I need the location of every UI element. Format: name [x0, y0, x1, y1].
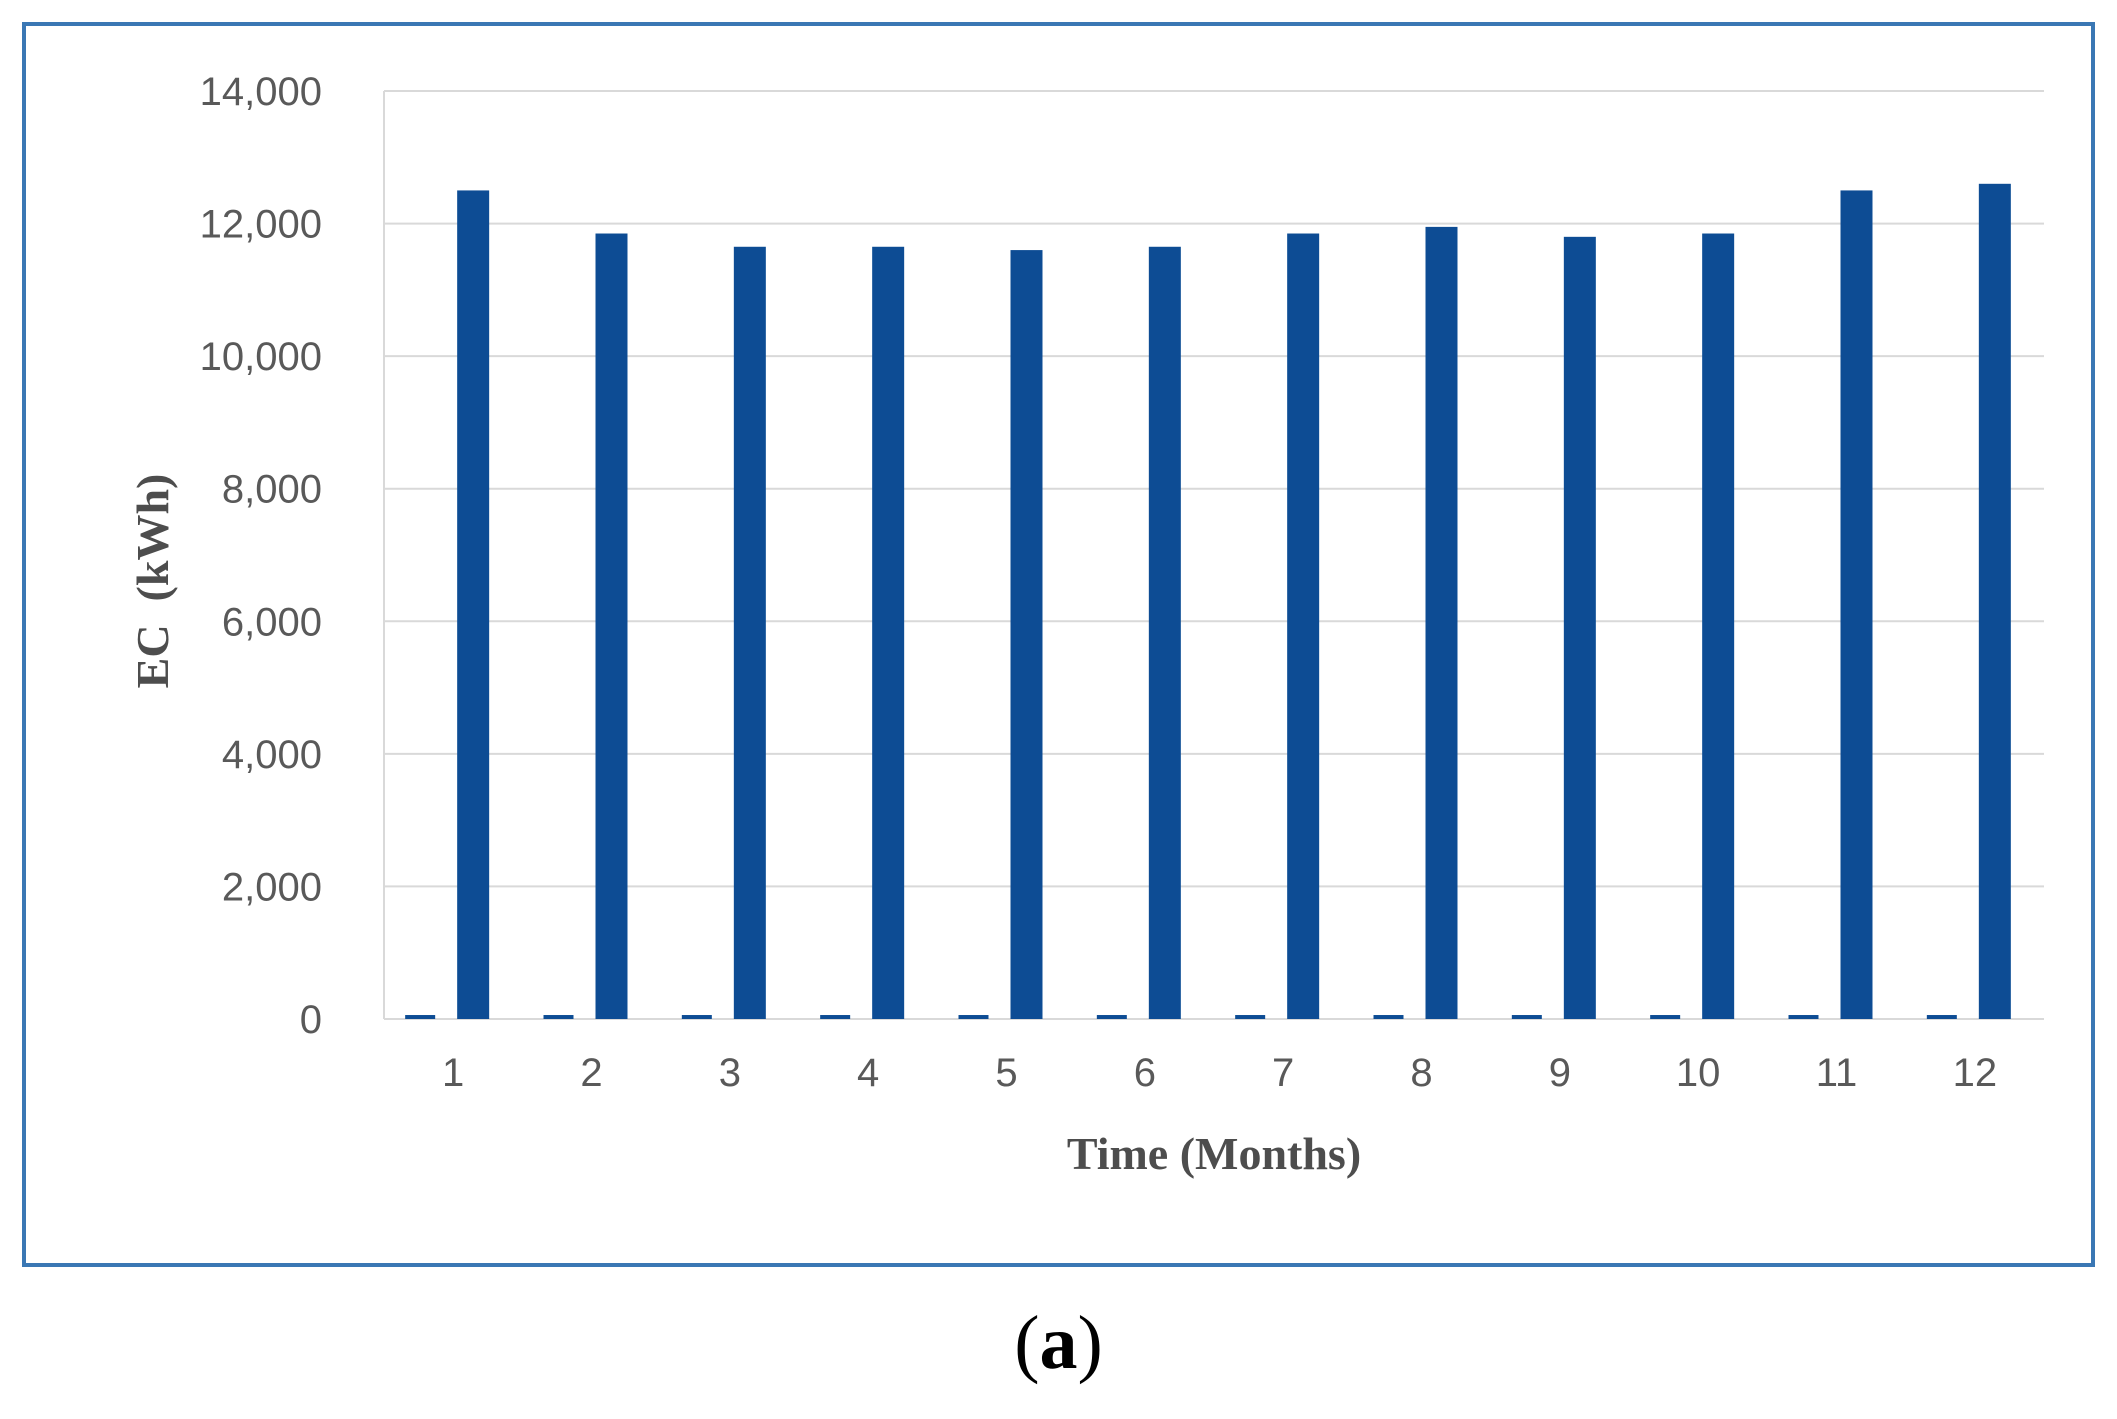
grid-lines — [384, 90, 2044, 1020]
bar-chart: 02,0004,0006,0008,00010,00012,00014,000 … — [127, 70, 2044, 1179]
y-tick-label: 8,000 — [222, 468, 322, 512]
bar-series-2 — [1148, 246, 1181, 1019]
x-tick-label: 1 — [442, 1051, 464, 1095]
bar-series-2 — [1563, 236, 1596, 1020]
bar-series-2 — [595, 233, 628, 1019]
x-tick-label: 2 — [580, 1051, 602, 1095]
bar-series-2 — [1287, 233, 1320, 1019]
x-tick-label: 11 — [1816, 1051, 1858, 1095]
x-tick-label: 4 — [857, 1051, 879, 1095]
bar-series-2 — [1840, 190, 1873, 1019]
bar-series-2 — [1978, 183, 2011, 1020]
x-tick-labels: 1 2 3 4 5 6 7 8 9 10 11 12 — [442, 1051, 1997, 1095]
figure-caption: (a) — [0, 1300, 2117, 1387]
y-tick-label: 4,000 — [222, 733, 322, 777]
y-tick-labels: 0 2,000 4,000 6,000 8,000 10,000 12,000 14,000 — [200, 70, 322, 1042]
x-tick-label: 7 — [1272, 1051, 1294, 1095]
y-tick-label: 2,000 — [222, 865, 322, 909]
bar-series-1 — [958, 1015, 989, 1019]
y-axis-title: EC (kWh) — [127, 474, 178, 689]
bar-series-2 — [872, 246, 905, 1019]
x-tick-label: 5 — [995, 1051, 1017, 1095]
bar-series-2 — [1702, 233, 1735, 1019]
bar-series-1 — [1511, 1015, 1542, 1019]
bar-series-1 — [1096, 1015, 1127, 1019]
bar-series-1 — [543, 1015, 574, 1019]
y-tick-label: 6,000 — [222, 600, 322, 644]
bar-series-2 — [1425, 226, 1458, 1019]
x-axis-title: Time (Months) — [1067, 1128, 1361, 1179]
bar-series-1 — [1650, 1015, 1681, 1019]
chart-frame: 0 2,000 4,000 6,000 8,000 10,000 12,000 14,000 … — [22, 22, 2095, 1267]
bar-series-2 — [733, 246, 766, 1019]
bar-series-1 — [1788, 1015, 1819, 1019]
bar-series-2 — [457, 190, 490, 1019]
x-tick-label: 8 — [1410, 1051, 1432, 1095]
y-tick-label: 12,000 — [200, 203, 322, 247]
bar-series-2 — [1010, 250, 1043, 1020]
bar-series-1 — [405, 1015, 436, 1019]
bars — [405, 183, 2011, 1020]
x-tick-label: 6 — [1134, 1051, 1156, 1095]
x-tick-label: 10 — [1676, 1051, 1721, 1095]
y-tick-label: 0 — [300, 998, 322, 1042]
y-tick-label: 14,000 — [200, 70, 322, 114]
caption-letter: a — [1039, 1301, 1078, 1385]
bar-series-1 — [1235, 1015, 1266, 1019]
x-tick-label: 12 — [1953, 1051, 1998, 1095]
bar-series-1 — [1373, 1015, 1404, 1019]
bar-series-1 — [820, 1015, 851, 1019]
caption-close-paren: ) — [1077, 1301, 1103, 1385]
x-tick-label: 9 — [1549, 1051, 1571, 1095]
bar-series-1 — [1926, 1015, 1957, 1019]
y-tick-label: 10,000 — [200, 335, 322, 379]
x-tick-label: 3 — [719, 1051, 741, 1095]
bar-series-1 — [681, 1015, 712, 1019]
caption-open-paren: ( — [1014, 1301, 1040, 1385]
